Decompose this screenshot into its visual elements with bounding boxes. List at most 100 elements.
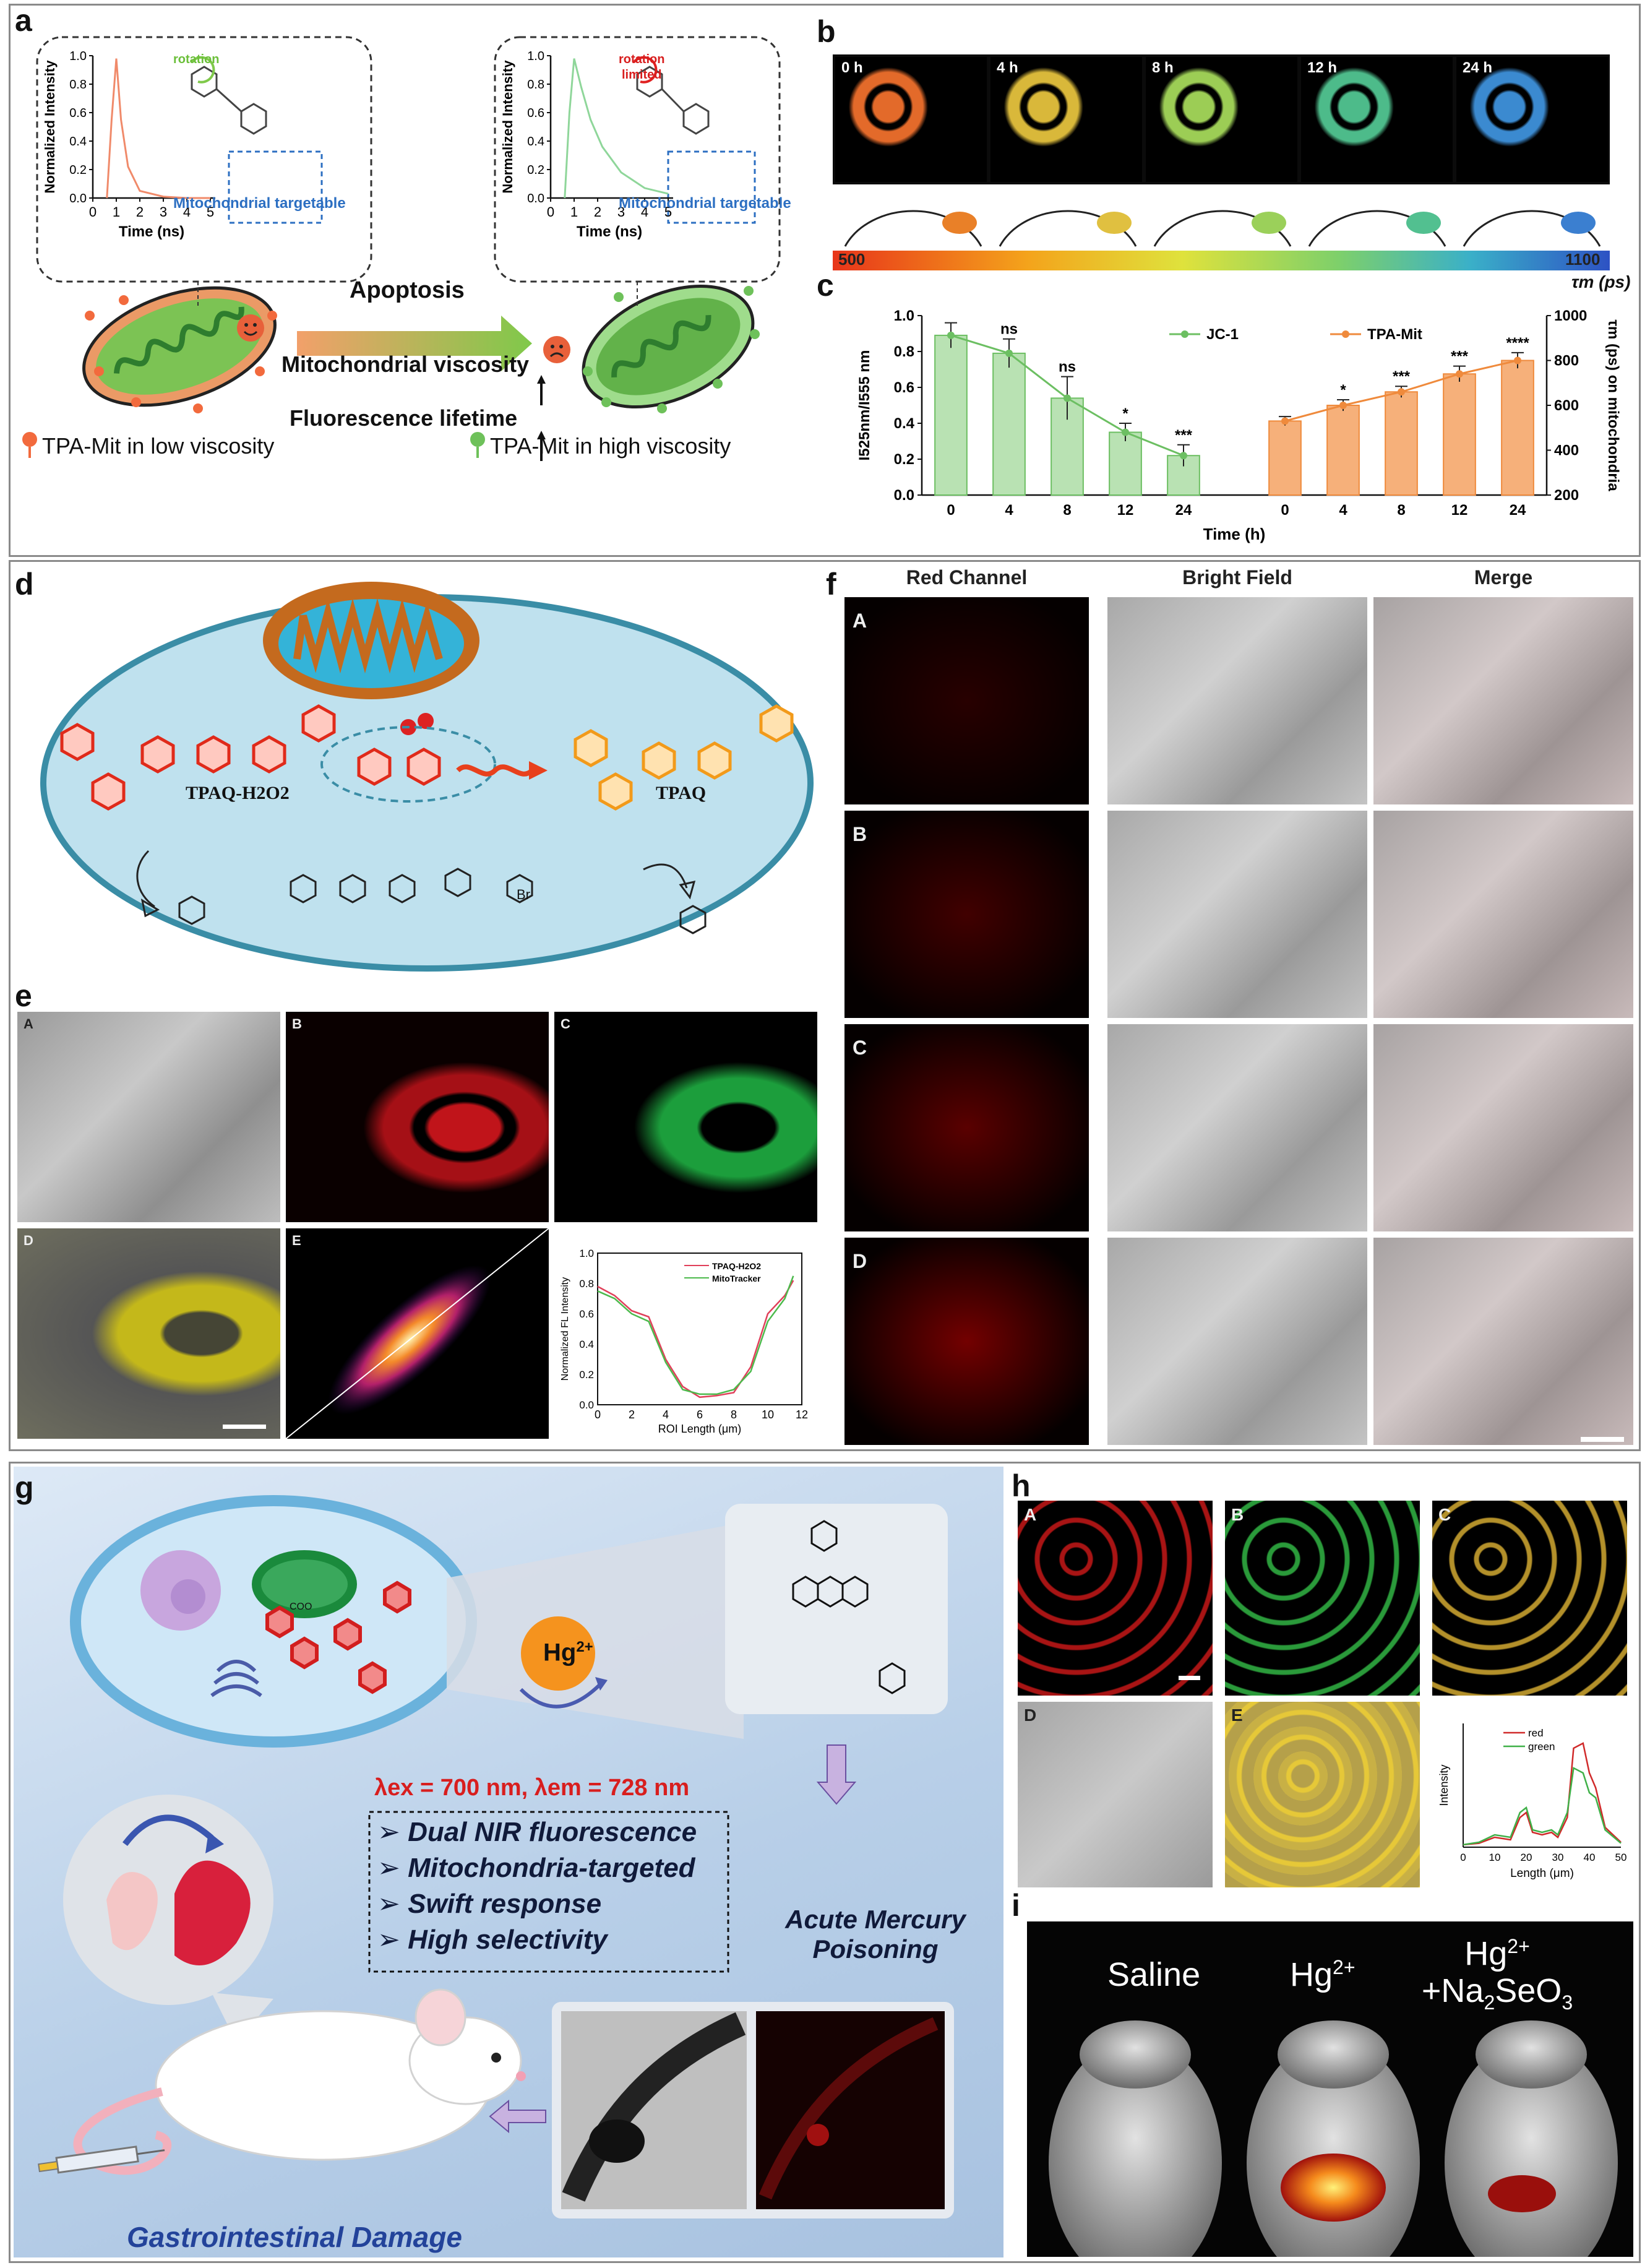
acute-mercury-label: Acute Mercury Poisoning (776, 1905, 974, 1964)
bullet-high-selectivity: ➢ High selectivity (377, 1922, 697, 1958)
x-tick-label: 6 (697, 1408, 703, 1421)
bar (1443, 374, 1476, 495)
lifetime-colorbar (833, 251, 1610, 270)
y-tick-label: 0.2 (579, 1369, 594, 1381)
flim-timepoint-label: 4 h (997, 59, 1018, 77)
y-tick-label: 1000 (1554, 308, 1587, 324)
x-tick-label: 8 (731, 1408, 737, 1421)
bar (1502, 361, 1534, 496)
legend-label-mito: MitoTracker (712, 1274, 761, 1283)
x-tick-label: 4 (663, 1408, 669, 1421)
h-sublabel-d: D (1024, 1705, 1036, 1725)
y-axis-label: Normalized FL Intensity (560, 1277, 570, 1381)
y-tick-label: 0.8 (894, 343, 914, 360)
viscosity-bar-chart: 0.0 0.2 0.4 0.6 0.8 1.0 200 400 600 800 1000 0 ns 4 ns… (823, 303, 1639, 554)
bar (935, 335, 967, 495)
x-tick-label: 2 (136, 204, 144, 220)
e-merge-image (17, 1228, 280, 1439)
y-tick-label: 0.2 (527, 163, 544, 177)
i-label-hg: Hg2+ (1290, 1955, 1356, 1994)
legend-label-green: green (1528, 1741, 1555, 1753)
gi-damage-label: Gastrointestinal Damage (127, 2220, 462, 2254)
x-axis-label: Time (ns) (577, 223, 642, 240)
panel-label-b: b (817, 14, 836, 50)
f-merge-image (1373, 1024, 1633, 1231)
f-column-merge: Merge (1373, 566, 1633, 589)
h-green-image (1225, 1501, 1420, 1696)
significance-label: **** (1506, 335, 1529, 351)
h-red-image (1018, 1501, 1213, 1696)
significance-label: *** (1175, 427, 1193, 444)
panel-label-f: f (826, 566, 836, 602)
panel-label-c: c (817, 267, 834, 303)
colorbar-unit: τm (ps) (1571, 272, 1630, 292)
i-label-hg-symbol: Hg (1290, 1956, 1333, 1993)
y-tick-label: 0.0 (579, 1399, 594, 1411)
f-red-channel-image (844, 811, 1089, 1018)
legend-marker-jc1 (1181, 330, 1188, 338)
f-row-label: A (853, 610, 867, 632)
y-tick-label: 0.4 (579, 1339, 594, 1350)
h-sublabel-e: E (1231, 1705, 1243, 1725)
e-sublabel-c: C (561, 1016, 570, 1032)
h-brightfield-image (1018, 1702, 1213, 1887)
probe-name-label: TPAQ-H2O2 (186, 783, 290, 804)
decay-curve (107, 59, 210, 198)
x-tick-label: 2 (594, 204, 601, 220)
y-tick-label: 0.2 (69, 163, 87, 177)
legend-high-viscosity: TPA-Mit in high viscosity (490, 433, 731, 459)
right-y-axis-label: τm (ps) on mitochondria (1605, 319, 1622, 491)
f-bright-field-image (1107, 1238, 1367, 1445)
i-label-hg-seo3: Hg2+ +Na2SeO3 (1395, 1928, 1599, 2021)
x-tick-label: 0 (89, 204, 97, 220)
y-tick-label: 0.0 (894, 487, 914, 504)
i-label-combo-line1: Hg2+ (1395, 1928, 1599, 1972)
x-tick-label: 2 (629, 1408, 635, 1421)
f-merge-image (1373, 1238, 1633, 1445)
y-tick-label: 0.8 (527, 78, 544, 92)
x-tick-label: 10 (762, 1408, 774, 1421)
trend-point (1398, 388, 1405, 395)
significance-label: ns (1000, 321, 1018, 338)
significance-label: * (1122, 405, 1128, 422)
panel-d-probe-schematic (25, 560, 829, 981)
x-axis-label: Time (h) (1203, 525, 1266, 543)
e-red-image (286, 1012, 549, 1222)
bar (1327, 405, 1359, 495)
x-tick-label: 0 (1281, 502, 1289, 519)
bar (1109, 433, 1141, 496)
f-bright-field-image (1107, 1024, 1367, 1231)
i-label-saline: Saline (1107, 1955, 1200, 1994)
e-scale-bar (223, 1425, 266, 1429)
y-tick-label: 1.0 (579, 1248, 594, 1259)
phasor-plots (833, 184, 1610, 252)
h-sublabel-b: B (1231, 1505, 1244, 1525)
y-tick-label: 0.2 (894, 451, 914, 468)
left-y-axis-label: I525nm/I555 nm (856, 350, 873, 461)
product-name-label: TPAQ (656, 783, 706, 804)
e-sublabel-d: D (24, 1233, 33, 1249)
f-row-label: B (853, 823, 867, 846)
mito-targetable-right: Mitochondrial targetable (619, 195, 791, 212)
x-tick-label: 50 (1615, 1852, 1627, 1863)
f-merge-image (1373, 811, 1633, 1018)
x-tick-label: 8 (1063, 502, 1071, 519)
bar (1269, 421, 1301, 495)
legend-label-jc1: JC-1 (1206, 326, 1239, 343)
f-bright-field-image (1107, 597, 1367, 804)
flim-timepoint-label: 8 h (1152, 59, 1174, 77)
significance-label: *** (1451, 348, 1469, 365)
f-row-label: D (853, 1250, 867, 1273)
x-axis-label: Length (μm) (1510, 1867, 1574, 1880)
y-tick-label: 0.0 (69, 192, 87, 205)
f-column-red-channel: Red Channel (844, 566, 1089, 589)
legend-marker-tpa (1342, 330, 1349, 338)
bullet-mito-targeted: ➢ Mitochondria-targeted (377, 1850, 697, 1886)
trend-point (1456, 370, 1463, 377)
trend-point (947, 332, 955, 339)
y-axis-label: Normalized Intensity (500, 60, 515, 194)
e-sublabel-a: A (24, 1016, 33, 1032)
y-tick-label: 1.0 (894, 308, 914, 324)
x-tick-label: 12 (796, 1408, 808, 1421)
legend-label-tpa: TPA-Mit (1367, 326, 1422, 343)
